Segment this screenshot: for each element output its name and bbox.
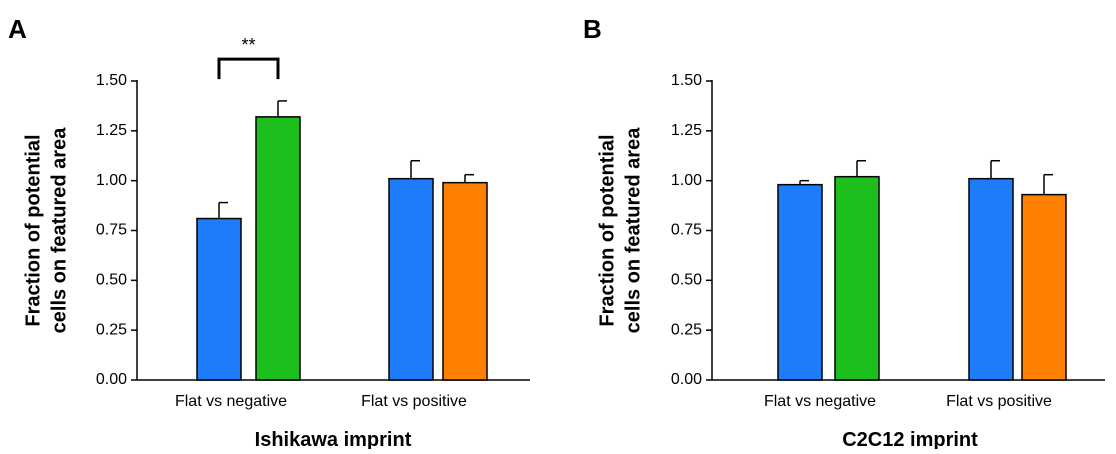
- y-axis-label: cells on featured area: [622, 127, 644, 334]
- bar: [255, 116, 301, 381]
- significance-bracket: [217, 57, 280, 80]
- x-category-label: Flat vs positive: [946, 393, 1052, 410]
- bar: [1021, 193, 1067, 381]
- panel-letter: B: [583, 14, 602, 44]
- y-tick-label: 1.25: [96, 122, 127, 139]
- y-tick-label: 1.25: [671, 122, 702, 139]
- bar: [442, 181, 488, 381]
- y-tick-label: 1.00: [96, 172, 127, 189]
- y-tick-label: 0.75: [96, 222, 127, 239]
- x-axis-label: Ishikawa imprint: [255, 429, 412, 449]
- bar: [777, 183, 823, 381]
- bar: [968, 177, 1014, 381]
- y-tick-label: 0.25: [96, 321, 127, 338]
- bar: [388, 177, 434, 381]
- y-tick-label: 0.75: [671, 222, 702, 239]
- y-axis-label: Fraction of potential: [596, 134, 618, 326]
- y-tick-label: 0.50: [96, 272, 127, 289]
- y-axis-label: Fraction of potential: [22, 134, 44, 326]
- y-tick-label: 0.00: [671, 371, 702, 388]
- y-tick-label: 1.50: [96, 72, 127, 89]
- y-axis-label: cells on featured area: [48, 127, 70, 334]
- y-tick-label: 1.50: [671, 72, 702, 89]
- panel-letter: A: [8, 14, 27, 44]
- y-tick-label: 0.00: [96, 371, 127, 388]
- x-category-label: Flat vs negative: [764, 393, 876, 410]
- y-tick-label: 0.50: [671, 272, 702, 289]
- significance-label: **: [241, 35, 255, 55]
- y-tick-label: 1.00: [671, 172, 702, 189]
- x-category-label: Flat vs negative: [175, 393, 287, 410]
- bar: [834, 175, 880, 381]
- x-axis-label: C2C12 imprint: [842, 429, 978, 449]
- y-tick-label: 0.25: [671, 321, 702, 338]
- bar: [196, 217, 242, 381]
- x-category-label: Flat vs positive: [361, 393, 467, 410]
